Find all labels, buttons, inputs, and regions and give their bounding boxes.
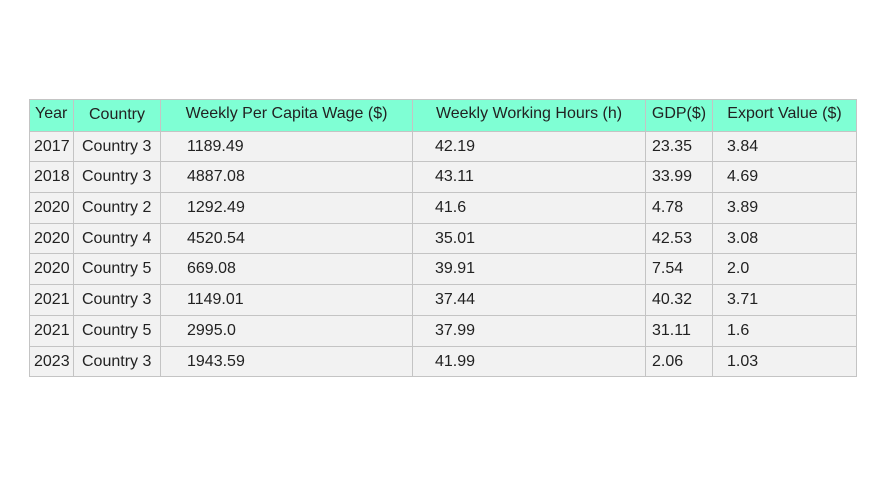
cell-year: 2021 xyxy=(29,284,74,316)
header-gdp: GDP($) xyxy=(645,99,713,132)
cell-export-value: 1.03 xyxy=(712,346,857,377)
cell-weekly-hours: 41.99 xyxy=(412,346,646,377)
cell-weekly-hours: 39.91 xyxy=(412,253,646,285)
table-row: 2017 Country 3 1189.49 42.19 23.35 3.84 xyxy=(29,131,857,162)
cell-export-value: 4.69 xyxy=(712,161,857,193)
cell-country: Country 3 xyxy=(73,346,161,377)
cell-country: Country 3 xyxy=(73,131,161,162)
cell-country: Country 2 xyxy=(73,192,161,224)
cell-export-value: 3.71 xyxy=(712,284,857,316)
cell-gdp: 7.54 xyxy=(645,253,713,285)
cell-weekly-hours: 37.44 xyxy=(412,284,646,316)
cell-gdp: 4.78 xyxy=(645,192,713,224)
cell-year: 2020 xyxy=(29,192,74,224)
cell-gdp: 42.53 xyxy=(645,223,713,254)
table-row: 2018 Country 3 4887.08 43.11 33.99 4.69 xyxy=(29,161,857,193)
cell-country: Country 5 xyxy=(73,315,161,347)
cell-gdp: 23.35 xyxy=(645,131,713,162)
cell-weekly-wage: 2995.0 xyxy=(160,315,413,347)
cell-export-value: 1.6 xyxy=(712,315,857,347)
cell-year: 2017 xyxy=(29,131,74,162)
cell-export-value: 3.84 xyxy=(712,131,857,162)
cell-country: Country 5 xyxy=(73,253,161,285)
header-year: Year xyxy=(29,99,74,132)
cell-year: 2020 xyxy=(29,223,74,254)
cell-export-value: 3.08 xyxy=(712,223,857,254)
cell-country: Country 3 xyxy=(73,161,161,193)
cell-year: 2018 xyxy=(29,161,74,193)
cell-weekly-hours: 43.11 xyxy=(412,161,646,193)
cell-weekly-wage: 1943.59 xyxy=(160,346,413,377)
table-body: 2017 Country 3 1189.49 42.19 23.35 3.84 2018 Co… xyxy=(29,131,857,377)
cell-weekly-wage: 1292.49 xyxy=(160,192,413,224)
cell-export-value: 2.0 xyxy=(712,253,857,285)
cell-weekly-hours: 42.19 xyxy=(412,131,646,162)
cell-export-value: 3.89 xyxy=(712,192,857,224)
cell-weekly-wage: 4887.08 xyxy=(160,161,413,193)
cell-year: 2021 xyxy=(29,315,74,347)
cell-weekly-hours: 37.99 xyxy=(412,315,646,347)
table-row: 2021 Country 5 2995.0 37.99 31.11 1.6 xyxy=(29,315,857,347)
header-country: Country xyxy=(73,99,161,132)
header-weekly-hours: Weekly Working Hours (h) xyxy=(412,99,646,132)
cell-gdp: 31.11 xyxy=(645,315,713,347)
cell-weekly-wage: 669.08 xyxy=(160,253,413,285)
cell-country: Country 4 xyxy=(73,223,161,254)
cell-weekly-hours: 41.6 xyxy=(412,192,646,224)
cell-weekly-wage: 4520.54 xyxy=(160,223,413,254)
cell-weekly-hours: 35.01 xyxy=(412,223,646,254)
header-export-value: Export Value ($) xyxy=(712,99,857,132)
table-row: 2023 Country 3 1943.59 41.99 2.06 1.03 xyxy=(29,346,857,377)
table-row: 2020 Country 5 669.08 39.91 7.54 2.0 xyxy=(29,253,857,285)
cell-gdp: 33.99 xyxy=(645,161,713,193)
cell-weekly-wage: 1189.49 xyxy=(160,131,413,162)
cell-weekly-wage: 1149.01 xyxy=(160,284,413,316)
cell-country: Country 3 xyxy=(73,284,161,316)
table-row: 2020 Country 4 4520.54 35.01 42.53 3.08 xyxy=(29,223,857,254)
header-row: Year Country Weekly Per Capita Wage ($) … xyxy=(29,99,857,132)
table-row: 2021 Country 3 1149.01 37.44 40.32 3.71 xyxy=(29,284,857,316)
cell-gdp: 40.32 xyxy=(645,284,713,316)
table-row: 2020 Country 2 1292.49 41.6 4.78 3.89 xyxy=(29,192,857,224)
cell-gdp: 2.06 xyxy=(645,346,713,377)
data-table: Year Country Weekly Per Capita Wage ($) … xyxy=(29,99,857,377)
header-weekly-wage: Weekly Per Capita Wage ($) xyxy=(160,99,413,132)
cell-year: 2020 xyxy=(29,253,74,285)
cell-year: 2023 xyxy=(29,346,74,377)
